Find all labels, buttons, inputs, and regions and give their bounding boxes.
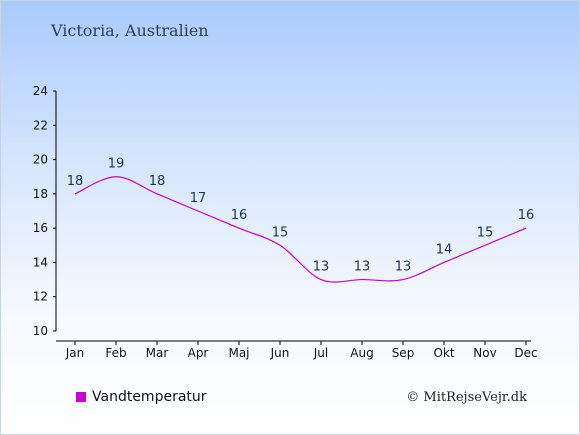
x-tick-label: Mar	[146, 346, 169, 360]
y-tick-label: 10	[33, 324, 48, 338]
legend-label: Vandtemperatur	[92, 389, 207, 405]
x-tick-label: Sep	[392, 346, 415, 360]
data-label: 17	[190, 191, 207, 206]
data-label: 19	[108, 157, 125, 172]
y-tick-label: 24	[33, 84, 48, 98]
data-label: 13	[354, 260, 371, 275]
credit-text: © MitRejseVejr.dk	[406, 390, 527, 405]
x-tick-label: Apr	[188, 346, 209, 360]
y-tick-label: 22	[33, 118, 48, 132]
data-label: 18	[149, 174, 166, 189]
x-tick-label: Feb	[105, 346, 126, 360]
y-axis-ticks: 10 12 14 16 18 20 22 24	[33, 84, 56, 338]
legend: Vandtemperatur	[76, 389, 207, 405]
x-axis-ticks: Jan Feb Mar Apr Maj Jun Jul Aug Sep Okt Nov Dec	[65, 341, 538, 360]
data-label: 13	[395, 260, 412, 275]
x-tick-label: Jun	[270, 346, 290, 360]
data-label: 15	[272, 225, 289, 240]
x-tick-label: Aug	[350, 346, 373, 360]
data-label: 15	[477, 225, 494, 240]
data-label: 14	[436, 242, 453, 257]
chart-title: Victoria, Australien	[51, 21, 209, 40]
y-tick-label: 14	[33, 255, 48, 269]
x-tick-label: Okt	[433, 346, 454, 360]
x-tick-label: Jul	[313, 346, 328, 360]
x-tick-label: Jan	[65, 346, 85, 360]
chart-area: 10 12 14 16 18 20 22 24 Jan Feb Mar Apr Maj Jun Jul Au…	[33, 84, 538, 360]
y-tick-label: 18	[33, 187, 48, 201]
y-tick-label: 16	[33, 221, 48, 235]
data-label: 13	[313, 260, 330, 275]
data-labels: 18 19 18 17 16 15 13 13 13 14 15 16	[67, 157, 535, 275]
y-tick-label: 20	[33, 153, 48, 167]
x-tick-label: Dec	[514, 346, 537, 360]
series-line-vandtemperatur	[74, 176, 527, 283]
data-label: 16	[518, 208, 535, 223]
legend-swatch	[76, 392, 86, 402]
data-label: 18	[67, 174, 84, 189]
x-tick-label: Maj	[228, 346, 249, 360]
axes	[55, 91, 531, 342]
x-tick-label: Nov	[473, 346, 496, 360]
data-label: 16	[231, 208, 248, 223]
y-tick-label: 12	[33, 290, 48, 304]
